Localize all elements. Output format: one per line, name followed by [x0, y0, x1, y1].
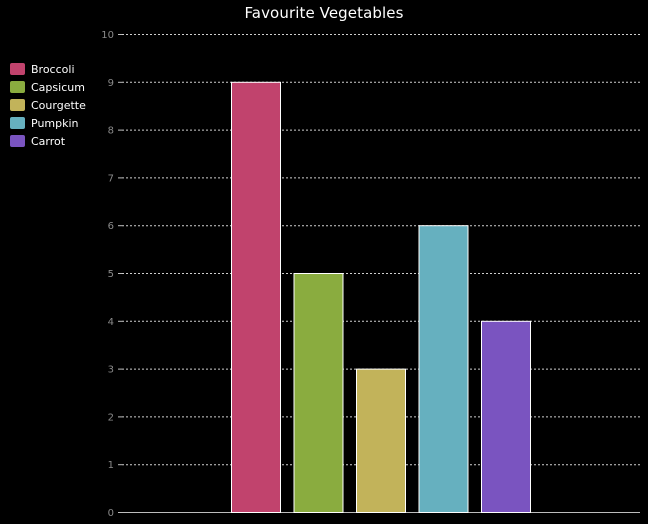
y-tick-label: 0 — [108, 508, 114, 519]
legend-label: Pumpkin — [31, 116, 79, 130]
legend-swatch — [10, 63, 25, 75]
legend-item-carrot[interactable]: Carrot — [10, 132, 86, 150]
y-tick-label: 6 — [108, 221, 114, 232]
bar-pumpkin — [418, 225, 469, 513]
legend-label: Carrot — [31, 134, 66, 148]
legend-swatch — [10, 81, 25, 93]
chart-title: Favourite Vegetables — [244, 4, 404, 22]
y-tick-label: 2 — [108, 412, 114, 423]
legend-item-capsicum[interactable]: Capsicum — [10, 78, 86, 96]
bar-capsicum — [293, 273, 344, 513]
y-tick-label: 8 — [108, 126, 114, 137]
y-tick-label: 5 — [108, 269, 114, 280]
bar-broccoli — [231, 81, 281, 514]
legend-item-courgette[interactable]: Courgette — [10, 96, 86, 114]
legend-item-pumpkin[interactable]: Pumpkin — [10, 114, 86, 132]
y-tick-label: 3 — [108, 365, 114, 376]
y-tick-label: 1 — [108, 460, 114, 471]
bar-courgette — [356, 368, 406, 513]
legend-swatch — [10, 135, 25, 147]
legend-swatch — [10, 117, 25, 129]
bar-carrot — [481, 320, 531, 513]
y-tick-label: 10 — [101, 30, 114, 41]
legend-item-broccoli[interactable]: Broccoli — [10, 60, 86, 78]
legend-label: Capsicum — [31, 80, 85, 94]
y-tick-label: 7 — [108, 173, 114, 184]
y-tick-label: 9 — [108, 78, 114, 89]
legend: Broccoli Capsicum Courgette Pumpkin Carrot — [10, 60, 86, 150]
legend-swatch — [10, 99, 25, 111]
y-tick-label: 4 — [108, 317, 114, 328]
legend-label: Broccoli — [31, 62, 75, 76]
legend-label: Courgette — [31, 98, 86, 112]
